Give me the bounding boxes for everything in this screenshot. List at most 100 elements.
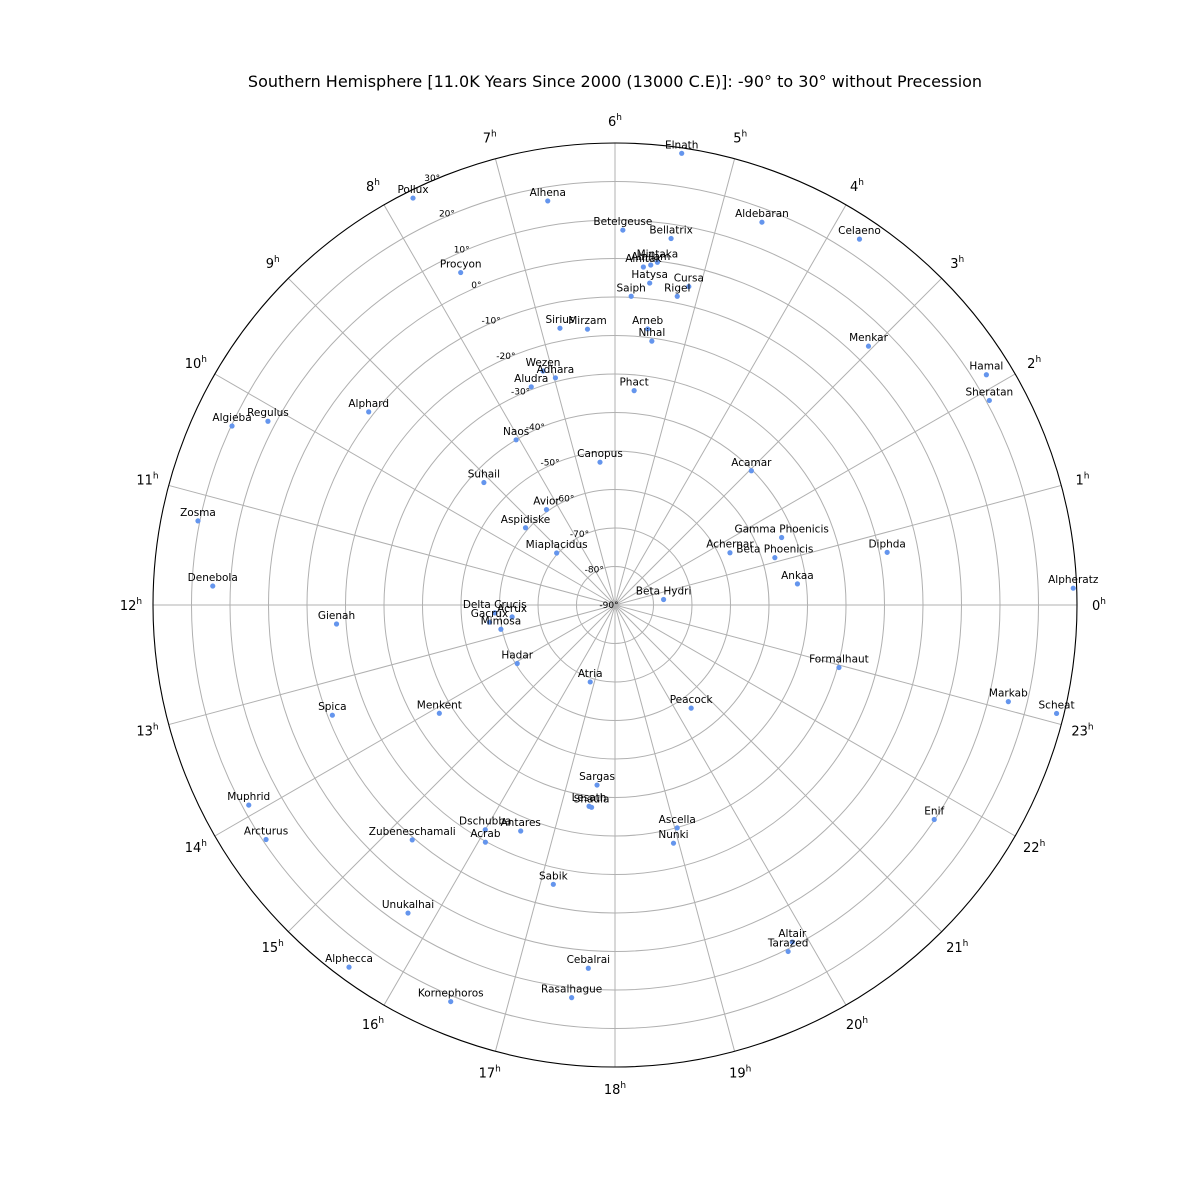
- star-marker: [333, 621, 340, 627]
- star-marker: [668, 235, 674, 242]
- hour-tick-label: 15h: [262, 939, 284, 956]
- star-marker: [482, 827, 488, 833]
- hour-tick-label: 20h: [846, 1016, 868, 1033]
- star-label: Naos: [503, 426, 529, 438]
- dec-tick-label: -60°: [555, 494, 574, 504]
- hour-grid-line: [168, 604, 616, 726]
- star-label: Elnath: [665, 139, 698, 151]
- star-label: Cebalrai: [567, 954, 610, 966]
- star-label: Kornephoros: [418, 988, 484, 1000]
- star-marker: [509, 614, 515, 620]
- star-marker: [674, 825, 680, 831]
- star-label: Celaeno: [838, 225, 881, 237]
- star-label: Betelgeuse: [593, 216, 652, 228]
- star-label: Hamal: [969, 361, 1003, 373]
- star-label: Altair: [778, 928, 807, 940]
- polar-grid: [152, 142, 1078, 1068]
- star-marker: [660, 596, 667, 603]
- dec-tick-label: 0°: [471, 281, 481, 291]
- hour-tick-label: 11h: [136, 472, 158, 489]
- star-label: Hadar: [501, 650, 533, 662]
- star-label: Mimosa: [481, 615, 522, 627]
- star-label: Saiph: [617, 282, 646, 294]
- star-marker: [229, 423, 235, 429]
- dec-tick-label: -20°: [496, 352, 515, 362]
- hour-tick-label: 5h: [733, 129, 747, 146]
- star-marker: [679, 150, 685, 156]
- star-label: Ankaa: [781, 570, 814, 582]
- star-marker: [1005, 699, 1011, 705]
- star-marker: [648, 262, 654, 268]
- star-marker: [265, 418, 271, 424]
- hour-tick-label: 17h: [479, 1065, 501, 1082]
- star-marker: [686, 283, 692, 290]
- star-marker: [195, 518, 201, 524]
- hour-tick-label: 21h: [946, 939, 968, 956]
- hour-grid-line: [383, 604, 616, 1006]
- star-marker: [779, 534, 785, 541]
- star-label: Ascella: [659, 814, 696, 826]
- star-label: Nunki: [658, 829, 688, 841]
- star-label: Aspidiske: [501, 514, 550, 526]
- star-label: Acamar: [731, 457, 772, 469]
- hour-tick-label: 16h: [362, 1016, 384, 1033]
- hour-grid-line: [614, 604, 1016, 837]
- star-label: Bellatrix: [649, 225, 693, 237]
- star-label: Achernar: [706, 539, 754, 551]
- star-label: Enif: [924, 806, 944, 818]
- star-marker: [649, 338, 655, 344]
- hour-tick-label: 14h: [185, 839, 207, 856]
- star-marker: [856, 236, 863, 242]
- star-label: Beta Hydri: [636, 586, 692, 598]
- hour-tick-label: 6h: [608, 113, 622, 130]
- star-label: Formalhaut: [809, 654, 869, 666]
- hour-grid-line: [614, 158, 736, 606]
- star-marker: [246, 802, 252, 808]
- dec-tick-label: 10°: [454, 245, 470, 255]
- hour-tick-label: 4h: [850, 178, 864, 195]
- star-label: Sargas: [579, 771, 615, 783]
- star-label: Aldebaran: [735, 208, 789, 220]
- star-marker: [631, 388, 637, 394]
- hour-grid-line: [214, 604, 616, 837]
- star-marker: [772, 555, 778, 561]
- star-label: Rigel: [664, 282, 690, 294]
- star-marker: [543, 507, 550, 513]
- star-label: Avior: [533, 496, 560, 508]
- star-label: Delta Crucis: [463, 599, 527, 611]
- star-marker: [640, 264, 646, 270]
- star-marker: [647, 280, 653, 286]
- star-label: Sabik: [539, 870, 569, 882]
- star-marker: [409, 837, 415, 843]
- star-label: Aludra: [514, 373, 548, 385]
- star-label: Regulus: [247, 407, 289, 419]
- star-marker: [727, 550, 733, 556]
- star-label: Algieba: [212, 412, 251, 424]
- dec-tick-label: -70°: [570, 530, 589, 540]
- star-label: Dschubba: [459, 816, 511, 828]
- star-label: Shaula: [574, 793, 610, 805]
- star-marker: [482, 839, 489, 845]
- star-marker: [569, 995, 575, 1001]
- dec-tick-label: -40°: [526, 423, 545, 433]
- star-label: Arneb: [632, 315, 663, 327]
- hour-tick-label: 9h: [266, 255, 280, 272]
- hour-grid-line: [614, 277, 943, 606]
- star-marker: [492, 610, 498, 616]
- star-label: Procyon: [440, 259, 482, 271]
- star-label: Antares: [501, 817, 541, 829]
- star-marker: [550, 881, 556, 887]
- star-label: Mintaka: [637, 248, 679, 260]
- star-marker: [545, 198, 551, 204]
- star-label: Suhail: [468, 469, 500, 481]
- star-marker: [486, 619, 493, 625]
- star-label: Arcturus: [244, 825, 288, 837]
- star-label: Atria: [578, 668, 603, 680]
- hour-tick-label: 1h: [1076, 472, 1090, 489]
- star-marker: [748, 468, 754, 474]
- hour-grid-line: [494, 604, 616, 1052]
- star-label: Muphrid: [227, 791, 270, 803]
- dec-tick-label: -50°: [540, 459, 559, 469]
- hour-grid-line: [614, 604, 1062, 726]
